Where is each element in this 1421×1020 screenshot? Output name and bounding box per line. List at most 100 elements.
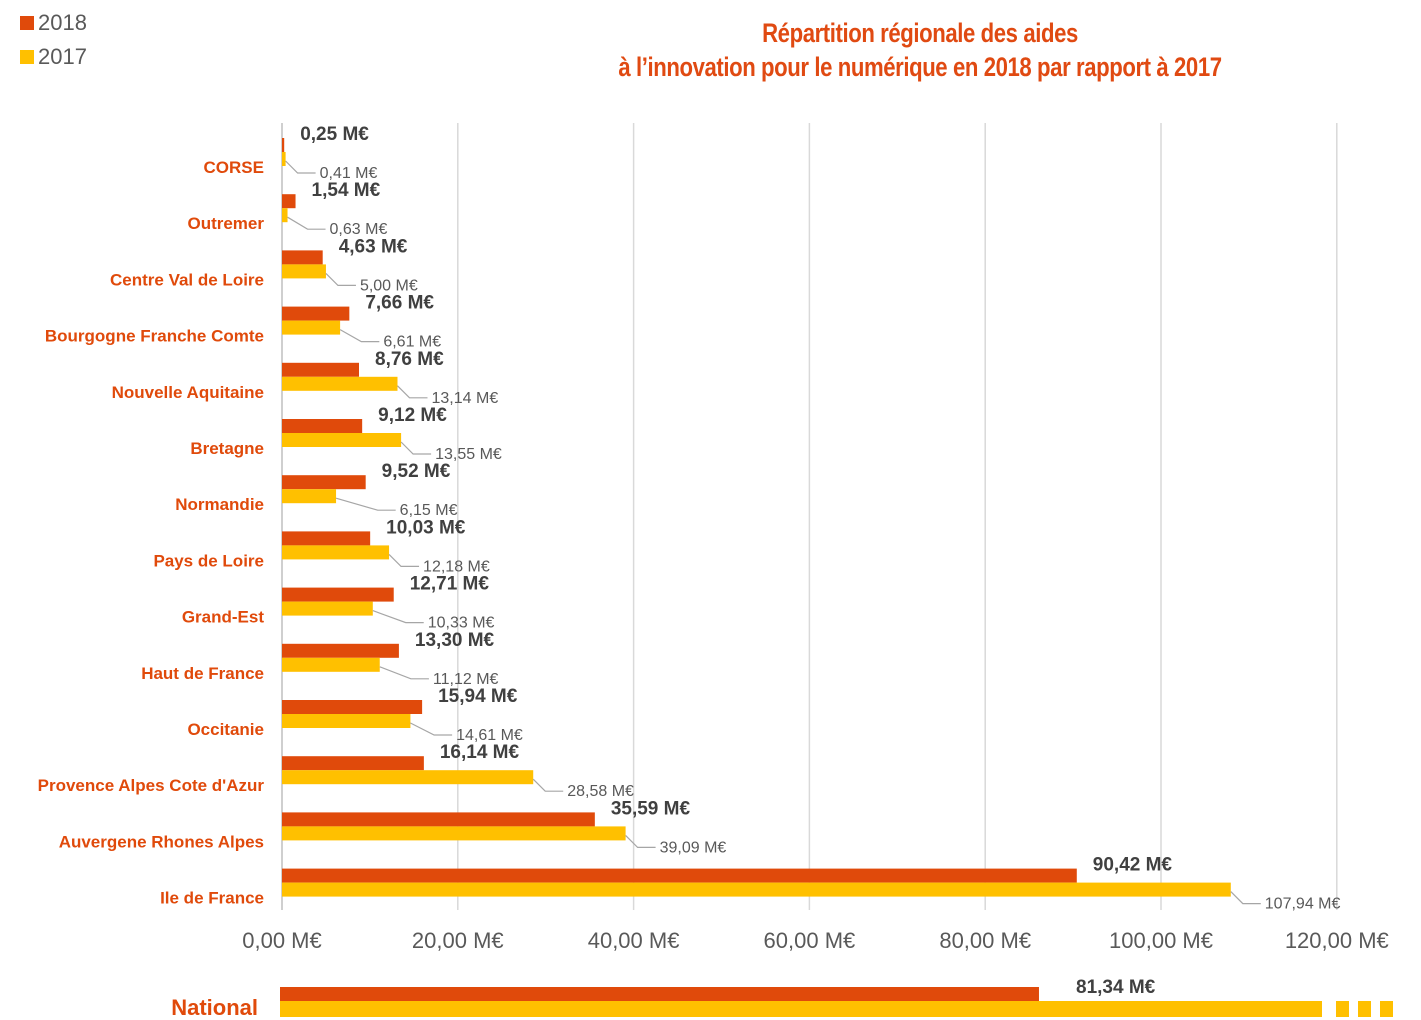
legend-label-2018: 2018 bbox=[38, 10, 87, 35]
bar-2017 bbox=[282, 770, 534, 785]
data-label-2018: 35,59 M€ bbox=[611, 798, 691, 819]
bar-2017 bbox=[282, 264, 326, 279]
national-label: National bbox=[171, 995, 258, 1020]
national-bar-2017-dash bbox=[1336, 1001, 1349, 1017]
category-label: Occitanie bbox=[187, 720, 264, 739]
legend-label-2017: 2017 bbox=[38, 44, 87, 69]
national-bar-2018 bbox=[280, 987, 1039, 1001]
category-label: Nouvelle Aquitaine bbox=[112, 383, 264, 402]
national-bar-2017 bbox=[280, 1001, 1322, 1017]
category-label: Centre Val de Loire bbox=[110, 270, 264, 289]
data-label-2018: 8,76 M€ bbox=[375, 349, 444, 370]
data-label-2017: 5,00 M€ bbox=[360, 277, 418, 294]
category-label: Ile de France bbox=[160, 889, 264, 908]
data-label-2018: 13,30 M€ bbox=[415, 630, 495, 651]
leader-line-2017 bbox=[397, 385, 428, 399]
leader-line-2017 bbox=[379, 666, 429, 680]
data-label-2018: 16,14 M€ bbox=[440, 742, 520, 763]
bar-2017 bbox=[282, 433, 402, 447]
legend-swatch-2017 bbox=[20, 50, 34, 64]
x-tick-label: 60,00 M€ bbox=[764, 928, 856, 953]
data-label-2018: 7,66 M€ bbox=[365, 293, 434, 314]
data-label-2017: 12,18 M€ bbox=[423, 558, 490, 575]
bar-2018 bbox=[282, 138, 285, 152]
x-tick-label: 100,00 M€ bbox=[1109, 928, 1213, 953]
bar-2018 bbox=[282, 475, 366, 490]
leader-line-2017 bbox=[625, 834, 656, 849]
data-label-2018: 1,54 M€ bbox=[312, 180, 381, 201]
category-label: CORSE bbox=[204, 158, 264, 177]
data-label-2018: 15,94 M€ bbox=[438, 686, 518, 707]
data-label-2017: 28,58 M€ bbox=[567, 783, 634, 800]
x-tick-label: 0,00 M€ bbox=[242, 928, 322, 953]
bar-2017 bbox=[282, 601, 373, 616]
bar-2017 bbox=[282, 714, 411, 728]
bar-2018 bbox=[282, 868, 1077, 883]
bar-2017 bbox=[282, 657, 380, 672]
data-label-2017: 0,41 M€ bbox=[320, 165, 378, 182]
leader-line-2017 bbox=[372, 610, 424, 624]
legend-item-2018: 2018 bbox=[20, 6, 87, 40]
bar-2017 bbox=[282, 489, 337, 504]
leader-line-2017 bbox=[1230, 891, 1261, 905]
chart-title-line-2: à l’innovation pour le numérique en 2018… bbox=[618, 52, 1222, 82]
category-label: Bretagne bbox=[190, 439, 264, 458]
leader-line-2017 bbox=[335, 497, 396, 511]
data-label-2017: 6,61 M€ bbox=[383, 334, 441, 351]
data-label-2017: 13,55 M€ bbox=[435, 446, 502, 463]
data-label-2017: 13,14 M€ bbox=[432, 390, 499, 407]
bar-2018 bbox=[282, 194, 296, 209]
data-label-2018: 12,71 M€ bbox=[410, 574, 490, 595]
x-tick-label: 80,00 M€ bbox=[939, 928, 1031, 953]
bar-2018 bbox=[282, 306, 350, 321]
leader-line-2017 bbox=[285, 160, 316, 174]
data-label-2017: 14,61 M€ bbox=[456, 727, 523, 744]
category-label: Normandie bbox=[175, 495, 264, 514]
leader-line-2017 bbox=[325, 272, 356, 286]
category-label: Haut de France bbox=[141, 664, 264, 683]
bar-2018 bbox=[282, 643, 399, 658]
bar-2018 bbox=[282, 419, 363, 433]
leader-line-2017 bbox=[532, 778, 564, 792]
leader-line-2017 bbox=[339, 329, 380, 343]
leader-line-2017 bbox=[287, 216, 326, 230]
bar-2017 bbox=[282, 208, 288, 223]
data-label-2018: 10,03 M€ bbox=[386, 517, 466, 538]
chart-title-line-1: Répartition régionale des aides bbox=[762, 18, 1078, 48]
category-label: Grand-Est bbox=[182, 608, 265, 627]
bar-2018 bbox=[282, 756, 424, 771]
leader-line-2017 bbox=[400, 441, 432, 455]
category-label: Provence Alpes Cote d'Azur bbox=[38, 776, 265, 795]
bar-2017 bbox=[282, 882, 1231, 897]
bar-2017 bbox=[282, 545, 390, 560]
x-tick-label: 40,00 M€ bbox=[588, 928, 680, 953]
leader-line-2017 bbox=[410, 722, 453, 736]
category-label: Auvergene Rhones Alpes bbox=[59, 832, 264, 851]
national-bar-2017-dash bbox=[1358, 1001, 1371, 1017]
x-tick-label: 20,00 M€ bbox=[412, 928, 504, 953]
legend: 2018 2017 bbox=[20, 6, 87, 74]
bar-2017 bbox=[282, 320, 341, 335]
data-label-2018: 0,25 M€ bbox=[300, 124, 369, 145]
bar-2018 bbox=[282, 700, 423, 714]
legend-swatch-2018 bbox=[20, 16, 34, 30]
category-label: Bourgogne Franche Comte bbox=[45, 327, 264, 346]
national-data-label-2018: 81,34 M€ bbox=[1076, 977, 1156, 998]
leader-line-2017 bbox=[388, 553, 420, 568]
bar-2018 bbox=[282, 250, 323, 265]
chart-title: Répartition régionale des aides à l’inno… bbox=[551, 16, 1289, 84]
x-tick-label: 120,00 M€ bbox=[1285, 928, 1389, 953]
category-label: Outremer bbox=[187, 214, 264, 233]
bar-2017 bbox=[282, 826, 626, 841]
category-label: Pays de Loire bbox=[153, 551, 264, 570]
data-label-2018: 90,42 M€ bbox=[1093, 855, 1173, 876]
bar-2018 bbox=[282, 812, 595, 827]
bar-2017 bbox=[282, 152, 286, 166]
bar-2018 bbox=[282, 362, 360, 377]
data-label-2017: 0,63 M€ bbox=[330, 221, 388, 238]
bar-2018 bbox=[282, 531, 371, 546]
legend-item-2017: 2017 bbox=[20, 40, 87, 74]
data-label-2017: 11,12 M€ bbox=[433, 671, 499, 688]
data-label-2018: 9,52 M€ bbox=[382, 461, 451, 482]
